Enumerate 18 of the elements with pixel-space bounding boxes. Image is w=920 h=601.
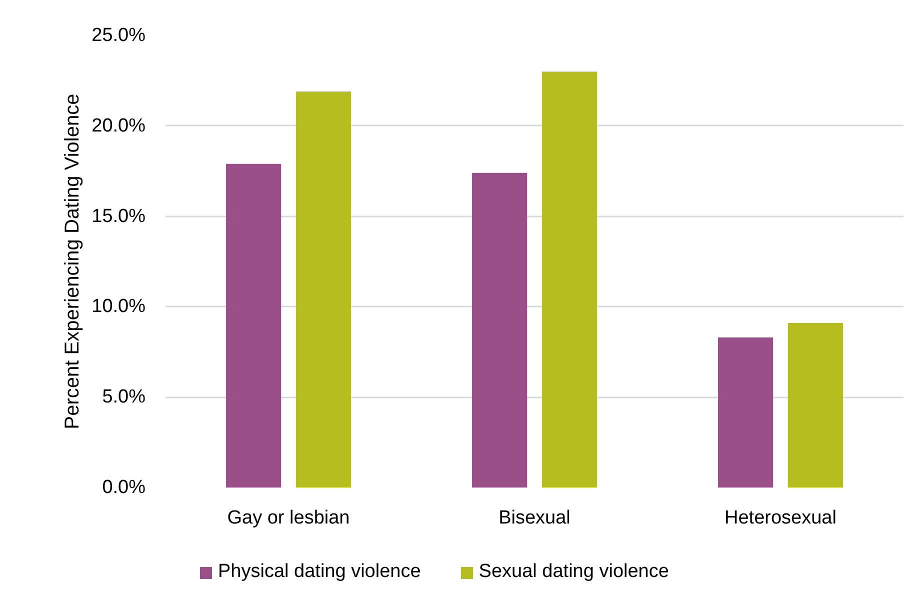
bar — [718, 337, 774, 488]
x-tick-label: Gay or lesbian — [227, 508, 350, 528]
y-axis-title: Percent Experiencing Dating Violence — [62, 94, 84, 430]
y-tick-label: 10.0% — [92, 296, 146, 318]
legend-label: Physical dating violence — [218, 561, 421, 583]
y-tick-label: 25.0% — [92, 25, 146, 46]
bar — [788, 322, 843, 488]
y-tick-label: 15.0% — [92, 206, 146, 227]
y-tick-label: 5.0% — [102, 386, 146, 408]
legend-label: Sexual dating violence — [478, 561, 669, 583]
bar — [226, 164, 282, 488]
bar — [296, 92, 351, 488]
y-tick-label: 0.0% — [102, 477, 146, 498]
bar — [472, 172, 528, 488]
y-tick-label: 20.0% — [92, 115, 146, 136]
x-tick-label: Bisexual — [498, 508, 570, 528]
bar — [542, 72, 597, 488]
x-tick-label: Heterosexual — [724, 508, 836, 528]
